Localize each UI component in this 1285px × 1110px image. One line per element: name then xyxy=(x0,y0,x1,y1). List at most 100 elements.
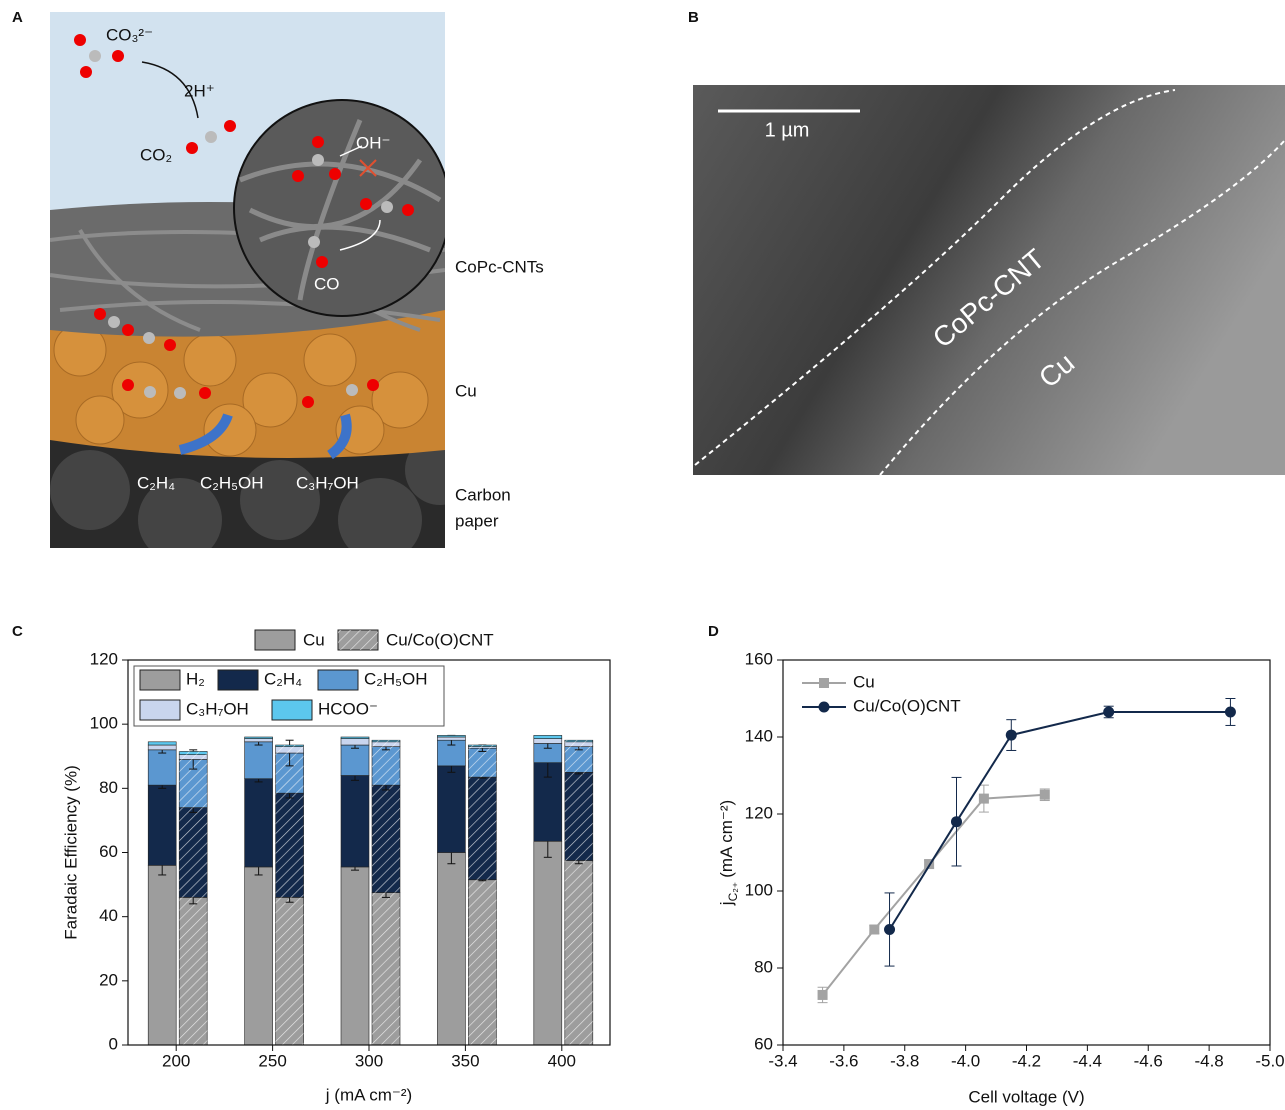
bar-segment xyxy=(245,737,273,739)
hatch xyxy=(372,893,400,1045)
hatch xyxy=(179,808,207,898)
bar-segment xyxy=(245,742,273,779)
y-axis-label-unit: (mA cm⁻²) xyxy=(717,800,736,878)
x-axis-label: Cell voltage (V) xyxy=(968,1087,1084,1106)
marker xyxy=(884,924,895,935)
hatch xyxy=(338,630,378,650)
legend-swatch xyxy=(318,670,358,690)
x-tick-label: 400 xyxy=(548,1051,576,1070)
bar-segment xyxy=(534,739,562,744)
layer-label: paper xyxy=(455,511,499,530)
figure: A CO₃²⁻ 2H⁺ CO₂ OH⁻ CO CoPc-CNTs Cu Carb… xyxy=(0,0,1285,1110)
legend-marker xyxy=(819,702,830,713)
product-label: C₂H₄ xyxy=(137,473,175,492)
bar-segment xyxy=(245,779,273,867)
bar-segment xyxy=(245,867,273,1045)
hatch xyxy=(276,897,304,1045)
hatch xyxy=(372,785,400,892)
bar-segment xyxy=(437,737,465,740)
y-tick-label: 0 xyxy=(109,1034,118,1053)
hatch xyxy=(179,751,207,754)
bar-segment xyxy=(148,750,176,785)
bar-segment xyxy=(341,776,369,867)
bar-segment xyxy=(534,841,562,1045)
product-label: C₂H₅OH xyxy=(200,473,264,492)
marker xyxy=(869,925,879,935)
layer-label: CoPc-CNTs xyxy=(455,257,544,276)
hatch xyxy=(468,748,496,777)
panel-label: C xyxy=(12,623,23,640)
plot-frame xyxy=(783,660,1270,1045)
hatch xyxy=(565,740,593,742)
legend-label: Cu xyxy=(303,630,325,649)
x-tick-label: -3.6 xyxy=(829,1051,858,1070)
series-line xyxy=(823,795,1045,995)
legend-label: C₃H₇OH xyxy=(186,699,249,718)
scale-label: 1 µm xyxy=(765,119,810,141)
bar-segment xyxy=(148,865,176,1045)
legend-swatch xyxy=(140,700,180,720)
legend-swatch xyxy=(255,630,295,650)
legend-label: Cu/Co(O)CNT xyxy=(386,630,494,649)
x-tick-label: -4.2 xyxy=(1012,1051,1041,1070)
bar-segment xyxy=(437,853,465,1046)
marker xyxy=(1103,706,1114,717)
bar-segment xyxy=(341,745,369,775)
hatch xyxy=(276,745,304,747)
hatch xyxy=(372,747,400,786)
x-tick-label: 250 xyxy=(258,1051,286,1070)
y-tick-label: 120 xyxy=(90,649,118,668)
x-tick-label: -4.8 xyxy=(1194,1051,1223,1070)
chem-label: 2H⁺ xyxy=(184,81,215,100)
marker xyxy=(1006,730,1017,741)
hatch xyxy=(468,777,496,880)
x-tick-label: -3.4 xyxy=(768,1051,797,1070)
hatch xyxy=(179,755,207,760)
legend-marker xyxy=(819,678,829,688)
y-tick-label: 160 xyxy=(745,649,773,668)
legend-label: H₂ xyxy=(186,669,205,688)
bar-segment xyxy=(341,737,369,739)
x-tick-label: -3.8 xyxy=(890,1051,919,1070)
legend-swatch xyxy=(272,700,312,720)
hatch xyxy=(565,747,593,773)
hatch xyxy=(276,747,304,753)
x-tick-label: -4.4 xyxy=(1073,1051,1102,1070)
x-tick-label: 350 xyxy=(451,1051,479,1070)
y-tick-label: 20 xyxy=(99,970,118,989)
legend-swatch xyxy=(218,670,258,690)
y-axis-label: jC₂₊(mA cm⁻²) xyxy=(717,800,740,906)
chem-label: CO₂ xyxy=(140,145,172,164)
hatch xyxy=(372,740,400,742)
hatch xyxy=(179,897,207,1045)
bar-segment xyxy=(534,735,562,738)
bar-segment xyxy=(341,739,369,745)
panel-label: B xyxy=(688,9,699,26)
legend-label: Cu/Co(O)CNT xyxy=(853,696,961,715)
legend-label: C₂H₅OH xyxy=(364,669,428,688)
legend-label: HCOO⁻ xyxy=(318,699,378,718)
marker xyxy=(951,816,962,827)
y-tick-label: 80 xyxy=(99,778,118,797)
y-tick-label: 60 xyxy=(99,842,118,861)
marker xyxy=(818,990,828,1000)
bar-segment xyxy=(437,766,465,853)
y-tick-label: 140 xyxy=(745,726,773,745)
x-tick-label: -5.0 xyxy=(1255,1051,1284,1070)
panel-label: A xyxy=(12,9,23,26)
bar-segment xyxy=(148,745,176,750)
bar-segment xyxy=(148,742,176,745)
x-axis-label: j (mA cm⁻²) xyxy=(325,1085,412,1104)
x-tick-label: 300 xyxy=(355,1051,383,1070)
hatch xyxy=(565,772,593,860)
marker xyxy=(1225,706,1236,717)
product-label: C₃H₇OH xyxy=(296,473,359,492)
chem-label: CO₃²⁻ xyxy=(106,25,153,44)
hatch xyxy=(276,793,304,897)
y-axis-label-sub: C₂₊ xyxy=(726,882,740,902)
y-tick-label: 100 xyxy=(90,714,118,733)
x-tick-label: -4.6 xyxy=(1134,1051,1163,1070)
y-tick-label: 40 xyxy=(99,906,118,925)
bar-segment xyxy=(341,867,369,1045)
marker xyxy=(1040,790,1050,800)
